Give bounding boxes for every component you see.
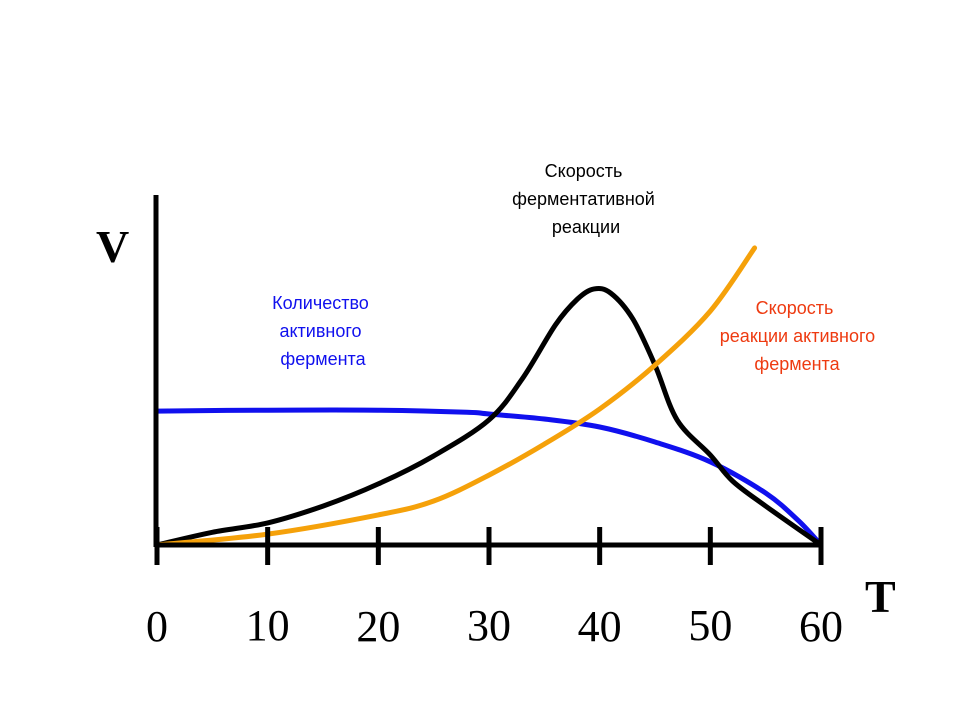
x-tick-label-50: 50 xyxy=(688,601,732,650)
annotation-active-enzyme-amount: Количество активного фермента xyxy=(272,293,374,369)
annotation-line: фермента xyxy=(754,354,840,374)
x-axis-tick-labels: 0 10 20 30 40 50 60 xyxy=(146,601,843,651)
annotation-active-enzyme-reaction-rate: Скорость реакции активного фермента xyxy=(720,298,880,374)
x-tick-label-10: 10 xyxy=(246,601,290,650)
x-tick-label-60: 60 xyxy=(799,602,843,651)
x-axis-label: T xyxy=(865,571,896,622)
x-tick-label-20: 20 xyxy=(356,602,400,651)
series-line-enzyme-reaction-rate xyxy=(154,285,824,548)
series-line-active-enzyme-reaction-rate xyxy=(154,245,758,548)
x-axis-ticks xyxy=(154,527,824,565)
annotation-line: реакции xyxy=(552,217,620,237)
annotation-line: Скорость xyxy=(545,161,623,181)
x-tick-label-0: 0 xyxy=(146,602,168,651)
annotation-line: активного xyxy=(279,321,361,341)
annotation-line: Скорость xyxy=(756,298,834,318)
annotation-line: фермента xyxy=(280,349,366,369)
x-tick-label-30: 30 xyxy=(467,601,511,650)
annotation-enzyme-reaction-rate: Скорость ферментативной реакции xyxy=(512,161,660,237)
annotation-line: Количество xyxy=(272,293,369,313)
series-line-active-enzyme-amount xyxy=(154,407,824,548)
annotation-line: реакции активного xyxy=(720,326,875,346)
chart-curves xyxy=(154,245,824,548)
y-axis-label: V xyxy=(96,221,129,272)
annotation-line: ферментативной xyxy=(512,189,655,209)
x-tick-label-40: 40 xyxy=(578,602,622,651)
